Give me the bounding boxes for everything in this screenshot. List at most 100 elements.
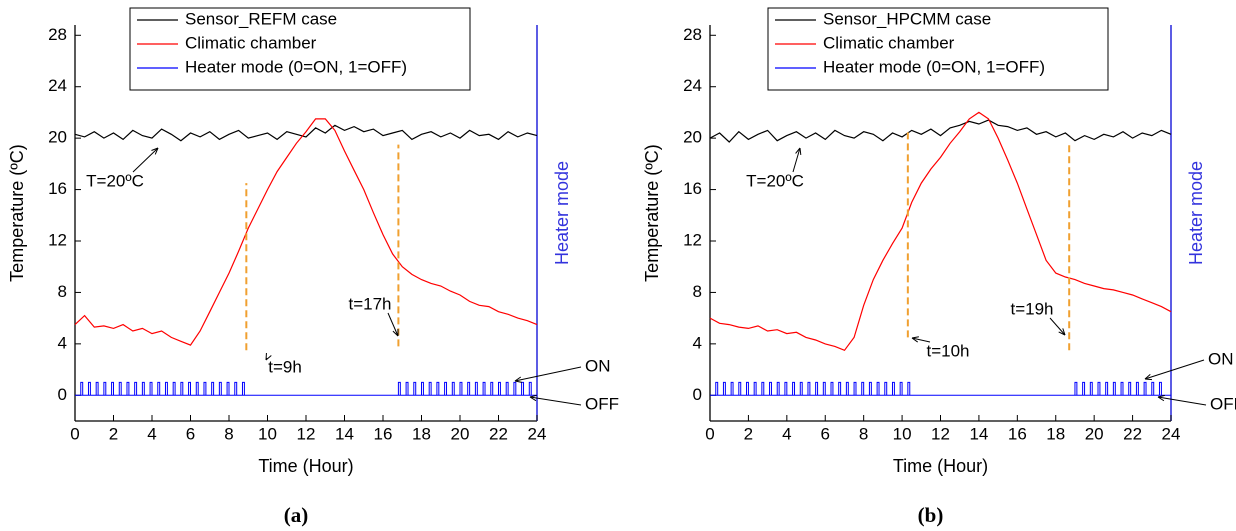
arrow-head xyxy=(1144,374,1153,381)
heater-pulse xyxy=(1135,381,1139,396)
x-tick-label: 8 xyxy=(224,424,233,443)
x-tick-label: 8 xyxy=(859,424,868,443)
heater-pulse xyxy=(126,381,130,396)
temperature-line xyxy=(709,111,1172,352)
heater-pulse xyxy=(1158,381,1162,396)
annotation-arrow xyxy=(1157,396,1207,406)
heater-pulse xyxy=(203,381,207,396)
annotation: t=9h xyxy=(268,357,302,376)
heater-pulse xyxy=(134,381,138,396)
y-tick-label: 28 xyxy=(48,25,67,44)
arrow-head xyxy=(392,328,399,337)
heater-pulse xyxy=(195,381,199,396)
x-tick-label: 2 xyxy=(744,424,753,443)
heater-pulse xyxy=(761,381,765,396)
heater-pulse xyxy=(397,381,401,396)
heater-pulse xyxy=(428,381,432,396)
annotation: T=20ºC xyxy=(746,171,804,190)
legend-label: Sensor_REFM case xyxy=(185,9,337,28)
y-tick-label: 24 xyxy=(683,76,702,95)
annotation: ON xyxy=(585,356,611,375)
heater-pulse xyxy=(884,381,888,396)
heater-pulse xyxy=(769,381,772,396)
heater-pulse xyxy=(1128,381,1132,396)
x-tick-label: 16 xyxy=(374,424,393,443)
annotation-arrow xyxy=(792,147,801,173)
x-tick-label: 0 xyxy=(705,424,714,443)
heater-pulse xyxy=(87,381,91,396)
x-tick-label: 18 xyxy=(1046,424,1065,443)
y-tick-label: 8 xyxy=(58,282,67,301)
y-axis-label: Temperature (ºC) xyxy=(7,144,27,282)
x-tick-label: 2 xyxy=(109,424,118,443)
heater-pulse xyxy=(141,381,145,396)
heater-pulse xyxy=(722,381,726,396)
x-tick-label: 22 xyxy=(1123,424,1142,443)
y-tick-label: 16 xyxy=(48,179,67,198)
legend-label: Climatic chamber xyxy=(823,33,955,52)
x-tick-label: 12 xyxy=(931,424,950,443)
heater-pulse xyxy=(1112,381,1116,396)
y-tick-label: 0 xyxy=(58,385,67,404)
x-tick-label: 6 xyxy=(821,424,830,443)
x-tick-label: 20 xyxy=(1085,424,1104,443)
heater-pulse xyxy=(1151,381,1155,396)
annotation: OFF xyxy=(585,394,619,413)
heater-pulse xyxy=(799,381,803,396)
heater-pulse xyxy=(1097,381,1101,396)
x-tick-label: 10 xyxy=(258,424,277,443)
x-tick-label: 10 xyxy=(893,424,912,443)
legend-label: Heater mode (0=ON, 1=OFF) xyxy=(185,57,407,76)
heater-pulse xyxy=(838,381,842,396)
heater-pulse xyxy=(907,381,911,396)
heater-pulse xyxy=(482,381,486,396)
annotation-arrow xyxy=(514,366,582,382)
heater-pulse xyxy=(822,381,826,396)
annotation: ON xyxy=(1208,349,1234,368)
x-tick-label: 20 xyxy=(451,424,470,443)
heater-pulse xyxy=(876,381,880,396)
x-tick-label: 0 xyxy=(70,424,79,443)
annotation: T=20ºC xyxy=(86,171,144,190)
y-tick-label: 4 xyxy=(693,333,702,352)
heater-pulse xyxy=(753,381,757,396)
heater-pulse xyxy=(891,381,895,396)
caption: (b) xyxy=(918,503,944,527)
heater-pulse xyxy=(899,381,903,396)
heater-pulse xyxy=(459,381,463,396)
x-axis-label: Time (Hour) xyxy=(258,456,353,476)
heater-pulse xyxy=(451,381,455,396)
heater-pulse xyxy=(118,381,122,396)
heater-pulse xyxy=(745,381,749,396)
annotation-arrow xyxy=(529,396,582,406)
heater-pulse xyxy=(845,381,849,396)
arrow-head xyxy=(265,352,272,361)
heater-pulse xyxy=(103,381,107,396)
y-tick-label: 28 xyxy=(683,25,702,44)
caption: (a) xyxy=(284,503,309,527)
heater-pulse xyxy=(95,381,99,396)
heater-pulse xyxy=(421,381,424,396)
y-axis-label: Temperature (ºC) xyxy=(642,144,662,282)
heater-pulse xyxy=(715,381,719,396)
x-tick-label: 22 xyxy=(489,424,508,443)
heater-pulse xyxy=(436,381,440,396)
x-tick-label: 12 xyxy=(297,424,316,443)
heater-pulse xyxy=(861,381,865,396)
y-tick-label: 20 xyxy=(48,128,67,147)
heater-pulse xyxy=(111,381,114,396)
y2-axis-label: Heater mode xyxy=(1186,161,1206,265)
x-tick-label: 14 xyxy=(335,424,354,443)
heater-pulse xyxy=(149,381,153,396)
heater-pulse xyxy=(738,381,742,396)
x-tick-label: 6 xyxy=(186,424,195,443)
heater-pulse xyxy=(1143,381,1147,396)
heater-pulse xyxy=(490,381,494,396)
heater-pulse xyxy=(444,381,448,396)
y-tick-label: 12 xyxy=(683,230,702,249)
x-tick-label: 4 xyxy=(147,424,156,443)
legend-label: Heater mode (0=ON, 1=OFF) xyxy=(823,57,1045,76)
arrow-head xyxy=(1058,328,1066,336)
annotation: t=10h xyxy=(926,341,969,360)
